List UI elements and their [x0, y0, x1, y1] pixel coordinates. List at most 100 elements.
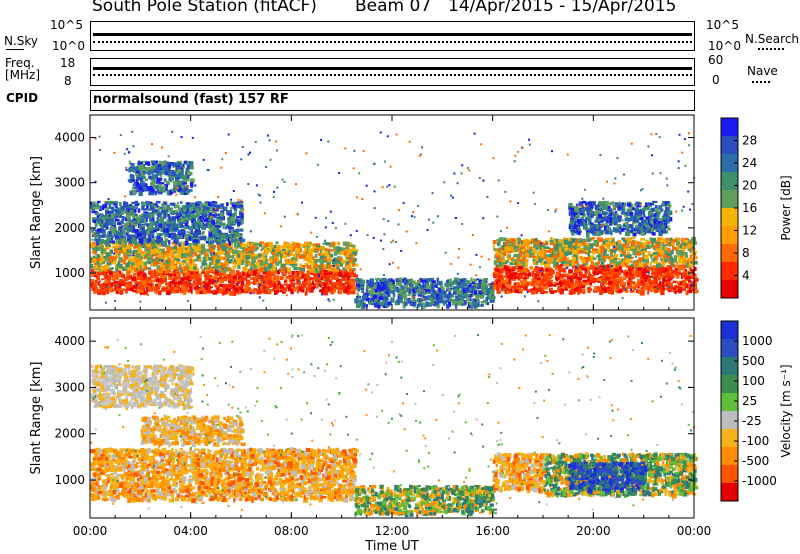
data-cell	[513, 276, 519, 279]
data-cell	[128, 167, 132, 173]
data-cell	[269, 276, 272, 281]
freq-tick-top: 18	[60, 56, 76, 70]
data-cell	[260, 286, 263, 290]
data-cell	[280, 263, 286, 269]
data-cell	[565, 274, 570, 278]
data-cell	[224, 206, 228, 210]
data-cell	[142, 183, 148, 189]
data-cell	[123, 254, 129, 260]
data-cell	[384, 285, 390, 290]
data-cell	[274, 286, 278, 291]
data-cell	[145, 166, 148, 171]
data-cell	[176, 160, 182, 163]
data-cell	[195, 203, 200, 206]
data-cell	[147, 256, 152, 261]
data-cell	[219, 256, 224, 260]
data-cell	[162, 276, 167, 279]
data-cell	[208, 279, 213, 285]
data-cell	[429, 284, 435, 290]
data-cell	[146, 204, 149, 210]
data-cell	[606, 288, 612, 293]
data-cell	[255, 269, 258, 272]
data-cell	[360, 299, 365, 302]
data-cell	[165, 222, 169, 226]
data-cell	[431, 277, 434, 282]
data-cell	[248, 253, 252, 257]
data-cell	[447, 300, 451, 305]
data-cell	[131, 262, 135, 266]
data-cell	[140, 164, 145, 169]
data-cell	[199, 288, 204, 291]
data-cell	[196, 244, 199, 250]
data-cell	[185, 280, 190, 285]
data-cell	[469, 301, 473, 306]
data-cell	[166, 284, 169, 287]
data-cell	[185, 220, 189, 224]
data-cell	[119, 279, 124, 282]
data-cell	[139, 177, 144, 182]
data-cell	[607, 290, 611, 294]
data-cell	[545, 281, 551, 287]
data-cell	[151, 237, 156, 243]
data-cell	[227, 284, 231, 289]
data-cell	[345, 246, 349, 250]
data-cell	[137, 241, 140, 244]
data-cell	[473, 288, 476, 291]
data-cell	[314, 259, 320, 263]
data-cell	[470, 277, 473, 282]
data-cell	[109, 210, 114, 216]
data-cell	[226, 260, 231, 264]
data-cell	[204, 275, 208, 280]
data-cell	[159, 277, 164, 282]
data-cell	[182, 290, 187, 295]
data-cell	[574, 276, 578, 279]
data-cell	[270, 248, 276, 254]
data-cell	[113, 201, 116, 206]
data-cell	[187, 288, 191, 292]
data-cell	[189, 182, 194, 187]
data-cell	[554, 266, 559, 271]
data-cell	[169, 220, 175, 225]
data-cell	[162, 209, 166, 213]
data-cell	[217, 218, 223, 222]
data-cell	[603, 289, 608, 293]
data-cell	[169, 281, 174, 284]
data-cell	[511, 276, 517, 281]
data-cell	[606, 264, 611, 269]
data-cell	[138, 164, 143, 170]
data-cell	[186, 209, 190, 212]
data-cell	[181, 210, 185, 214]
data-cell	[537, 271, 540, 274]
data-cell	[531, 289, 535, 295]
data-cell	[214, 213, 218, 216]
data-cell	[621, 281, 626, 287]
data-cell	[140, 168, 144, 172]
data-cell	[614, 273, 620, 279]
data-cell	[110, 217, 114, 222]
data-cell	[533, 268, 539, 273]
data-cell	[417, 283, 421, 286]
data-cell	[97, 206, 101, 210]
data-cell	[514, 282, 518, 285]
data-cell	[201, 270, 205, 274]
data-cell	[146, 255, 149, 259]
data-cell	[222, 249, 226, 253]
data-cell	[90, 201, 94, 206]
data-cell	[176, 217, 181, 222]
data-cell	[115, 236, 120, 239]
data-cell	[163, 225, 167, 229]
data-cell	[456, 281, 462, 285]
data-cell	[145, 249, 151, 252]
data-cell	[432, 283, 436, 286]
data-cell	[237, 264, 241, 270]
data-cell	[186, 237, 191, 242]
data-cell	[388, 278, 393, 283]
data-cell	[146, 287, 149, 292]
data-cell	[543, 291, 548, 294]
data-cell	[150, 283, 154, 288]
data-cell	[411, 280, 416, 285]
data-cell	[433, 300, 438, 303]
data-cell	[114, 218, 120, 222]
data-cell	[116, 255, 120, 258]
data-cell	[535, 285, 538, 291]
